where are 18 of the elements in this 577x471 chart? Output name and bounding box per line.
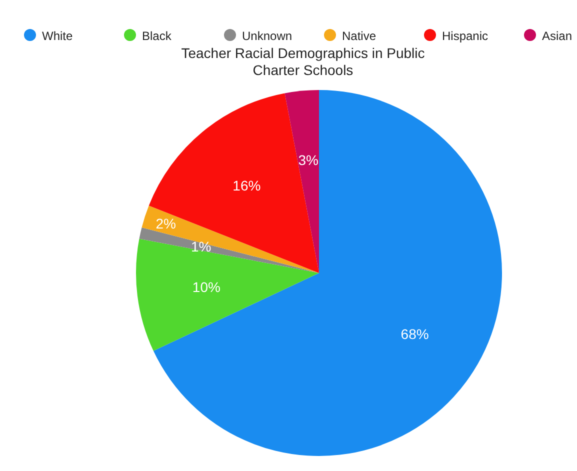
text: Teacher Racial Demographics in Public Charter Schools [181, 45, 425, 78]
legend-label: Black [142, 29, 172, 43]
pie-slice [148, 93, 319, 273]
pie-slice [284, 90, 319, 273]
legend-label: Asian [542, 29, 572, 43]
pie-slice [139, 227, 319, 273]
data-label: 68% [400, 326, 429, 342]
pie-slice [142, 206, 319, 273]
data-label: 10% [192, 279, 220, 296]
data-label: 16% [232, 178, 261, 194]
legend-label: Hispanic [442, 29, 488, 43]
pie-slice [136, 238, 319, 351]
data-label: 3% [298, 152, 318, 168]
data-label: 2% [156, 215, 176, 232]
pie-slice [153, 90, 502, 456]
legend-label: White [42, 29, 73, 43]
legend-label: Native [342, 29, 376, 43]
legend-label: Unknown [242, 29, 292, 43]
